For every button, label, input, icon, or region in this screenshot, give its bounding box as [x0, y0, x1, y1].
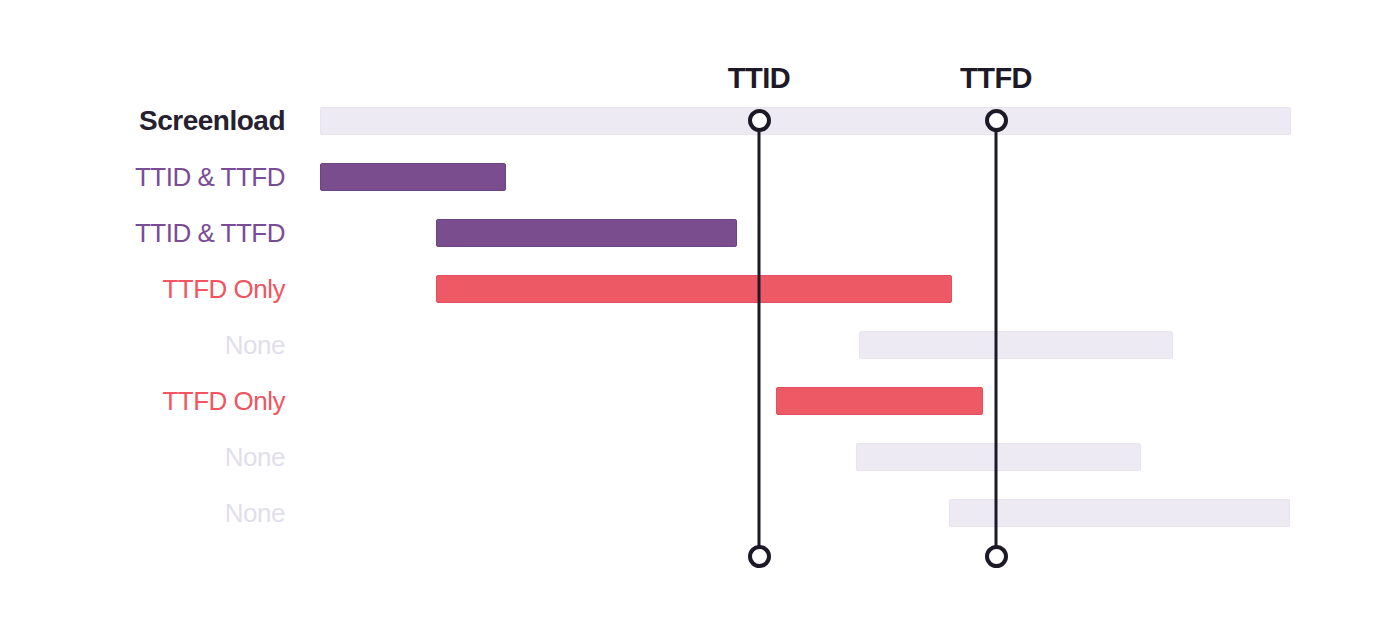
row-none-1: None [0, 331, 1400, 359]
ttid-label: TTID [728, 62, 790, 95]
row-label-ttid-ttfd-1: TTID & TTFD [0, 163, 285, 191]
ttfd-only-span-bar-2 [776, 387, 983, 415]
ttfd-top-circle-icon [985, 109, 1008, 132]
row-label-ttfd-only-2: TTFD Only [0, 387, 285, 415]
row-label-screenload: Screenload [0, 107, 285, 135]
ttid-ttfd-span-bar-1 [320, 163, 506, 191]
row-none-3: None [0, 499, 1400, 527]
row-label-none-2: None [0, 443, 285, 471]
ttfd-bottom-circle-icon [985, 545, 1008, 568]
row-none-2: None [0, 443, 1400, 471]
ttid-top-circle-icon [748, 109, 771, 132]
row-label-ttid-ttfd-2: TTID & TTFD [0, 219, 285, 247]
row-ttfd-only-2: TTFD Only [0, 387, 1400, 415]
none-span-bar-2 [856, 443, 1141, 471]
row-ttid-ttfd-1: TTID & TTFD [0, 163, 1400, 191]
ttid-line [758, 120, 761, 547]
ttfd-only-span-bar-1 [436, 275, 952, 303]
row-screenload: Screenload [0, 107, 1400, 135]
ttfd-line [995, 120, 998, 547]
none-span-bar-3 [949, 499, 1290, 527]
row-label-none-3: None [0, 499, 285, 527]
row-label-ttfd-only-1: TTFD Only [0, 275, 285, 303]
ttid-bottom-circle-icon [748, 545, 771, 568]
none-span-bar-1 [859, 331, 1173, 359]
ttid-ttfd-span-diagram: Screenload TTID & TTFD TTID & TTFD TTFD … [0, 0, 1400, 627]
ttid-ttfd-span-bar-2 [436, 219, 737, 247]
ttfd-label: TTFD [960, 62, 1032, 95]
row-ttid-ttfd-2: TTID & TTFD [0, 219, 1400, 247]
row-ttfd-only-1: TTFD Only [0, 275, 1400, 303]
row-label-none-1: None [0, 331, 285, 359]
screenload-span-bar [320, 107, 1291, 135]
